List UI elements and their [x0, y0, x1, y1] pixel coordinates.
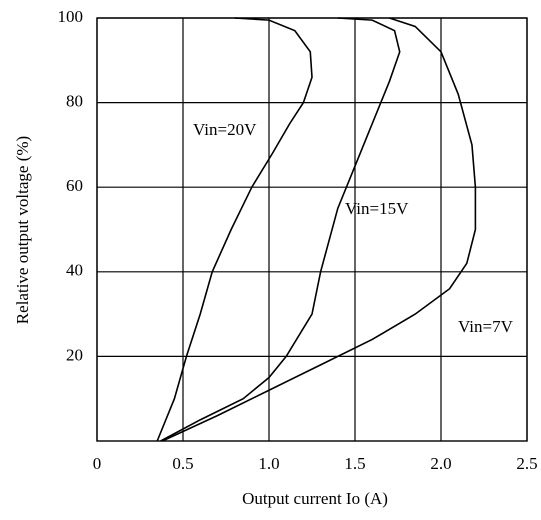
curve	[162, 17, 477, 442]
x-tick-label: 2.0	[430, 454, 451, 473]
curve	[156, 17, 313, 442]
y-tick-label: 20	[66, 345, 83, 364]
series-label: Vin=15V	[345, 199, 409, 218]
x-axis-title: Output current Io (A)	[242, 489, 388, 508]
y-tick-label: 80	[66, 92, 83, 111]
series-label: Vin=20V	[193, 120, 257, 139]
x-tick-label: 1.0	[258, 454, 279, 473]
x-tick-label: 2.5	[516, 454, 537, 473]
y-tick-label: 40	[66, 261, 83, 280]
x-tick-label: 0	[93, 454, 102, 473]
y-tick-label: 100	[58, 7, 84, 26]
y-tick-label: 60	[66, 176, 83, 195]
x-tick-label: 0.5	[172, 454, 193, 473]
curve	[160, 17, 401, 442]
x-tick-label: 1.5	[344, 454, 365, 473]
plot-frame	[96, 17, 528, 442]
y-axis-title: Relative output voltage (%)	[13, 136, 32, 324]
series-label: Vin=7V	[458, 317, 514, 336]
